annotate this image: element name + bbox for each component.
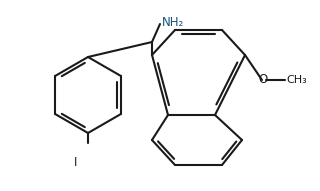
Text: NH₂: NH₂	[162, 16, 184, 29]
Text: I: I	[74, 156, 78, 169]
Text: O: O	[258, 73, 268, 86]
Text: CH₃: CH₃	[286, 75, 307, 85]
